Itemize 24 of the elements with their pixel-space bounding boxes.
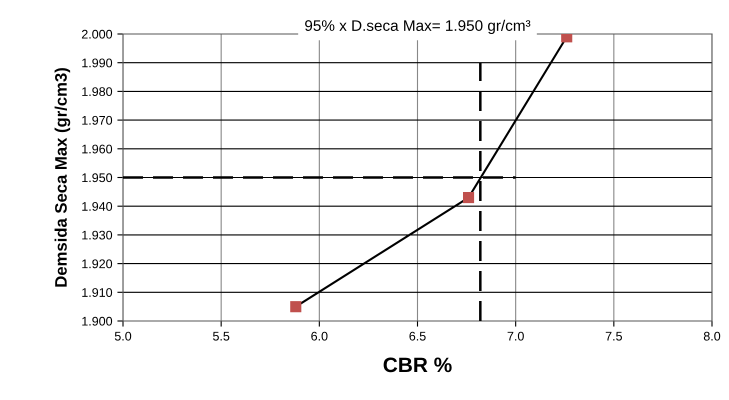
y-tick-label: 2.000: [82, 30, 112, 39]
chart-title: 95% x D.seca Max= 1.950 gr/cm³: [305, 20, 530, 34]
point: [462, 192, 474, 204]
y-tick-label: 1.960: [82, 144, 112, 154]
y-tick-label: 1.990: [82, 58, 112, 68]
y-tick-label: 1.920: [82, 259, 112, 268]
x-tick-label: 5.5: [212, 332, 230, 341]
x-tick-label: 7.0: [508, 332, 524, 341]
x-tick-label: 6.5: [409, 332, 426, 341]
y-tick-label: 1.900: [82, 316, 112, 326]
y-tick-label: 1.970: [82, 116, 112, 125]
y-tick-label: 1.940: [82, 202, 112, 211]
y-tick-label: 1.950: [82, 173, 112, 182]
x-tick-label: 7.5: [606, 332, 622, 341]
y-tick-label: 1.930: [82, 230, 112, 240]
point: [561, 34, 572, 42]
point: [290, 301, 302, 312]
x-tick-label: 5.0: [114, 332, 132, 341]
y-axis-title: Demsida Seca Max (gr/cm3): [54, 68, 70, 287]
y-tick-label: 1.910: [82, 288, 112, 297]
x-tick-label: 6.0: [311, 332, 328, 341]
x-axis-title: CBR %: [384, 358, 452, 372]
y-tick-label: 1.980: [82, 87, 112, 96]
x-tick-label: 8.0: [704, 332, 720, 341]
